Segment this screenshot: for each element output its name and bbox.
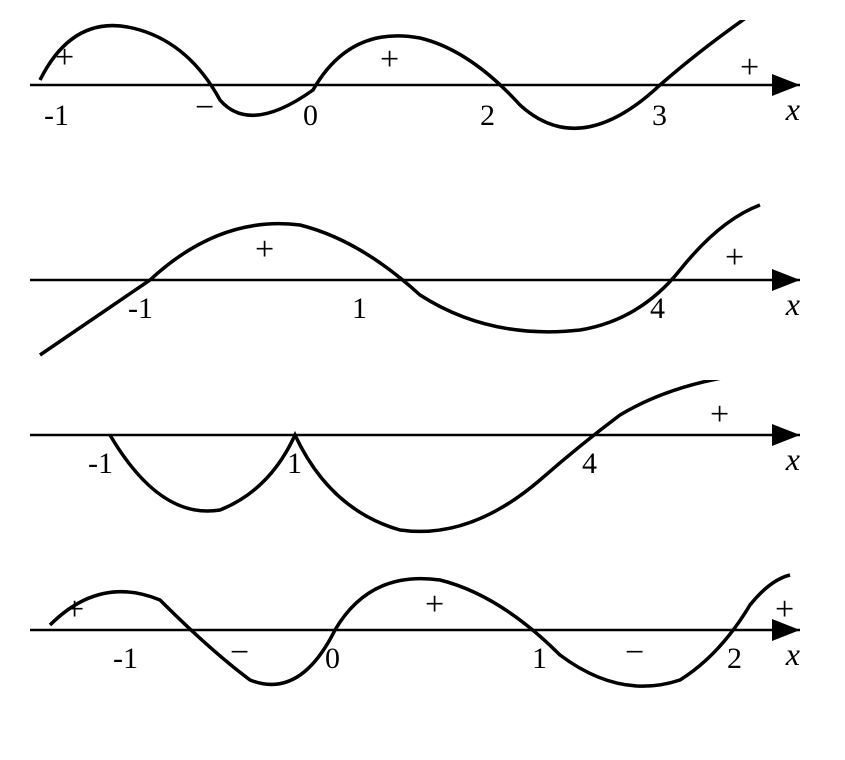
tick-label: 1 — [352, 292, 367, 325]
tick-label: -1 — [44, 99, 69, 132]
sign-label: + — [725, 239, 744, 276]
sign-label: − — [625, 634, 644, 671]
sign-label: + — [380, 41, 399, 78]
plot-svg: -1 0 1 2 + − + − + x — [20, 560, 825, 725]
plot-svg: -1 1 4 + + x — [20, 200, 825, 365]
sign-label: + — [740, 49, 759, 86]
tick-label: 2 — [727, 642, 742, 675]
x-axis-label: x — [785, 286, 800, 322]
x-axis-label: x — [785, 441, 800, 477]
plot-svg: -1 0 2 3 + − + + x — [20, 20, 825, 185]
number-line-plot: -1 1 4 + + x — [20, 200, 825, 365]
tick-label: -1 — [113, 642, 138, 675]
tick-label: 4 — [582, 447, 597, 480]
diagram-container: -1 0 2 3 + − + + x -1 1 4 + + x -1 1 4 + x -1 0 1 2 + − + − + x — [20, 20, 825, 725]
sign-label: + — [425, 586, 444, 623]
tick-label: 2 — [480, 99, 495, 132]
sign-label: − — [195, 89, 214, 126]
tick-label: 3 — [652, 99, 667, 132]
tick-label: 0 — [325, 642, 340, 675]
x-axis-label: x — [785, 636, 800, 672]
tick-label: 1 — [287, 447, 302, 480]
sign-curve — [110, 380, 740, 531]
number-line-plot: -1 1 4 + x — [20, 380, 825, 545]
tick-label: 4 — [650, 292, 665, 325]
plot-svg: -1 1 4 + x — [20, 380, 825, 545]
number-line-plot: -1 0 2 3 + − + + x — [20, 20, 825, 185]
number-line-plot: -1 0 1 2 + − + − + x — [20, 560, 825, 725]
tick-label: 1 — [532, 642, 547, 675]
sign-label: − — [230, 634, 249, 671]
sign-label: + — [775, 591, 794, 628]
tick-label: 0 — [303, 99, 318, 132]
sign-label: + — [65, 591, 84, 628]
sign-label: + — [55, 39, 74, 76]
x-axis-label: x — [785, 91, 800, 127]
tick-label: -1 — [88, 447, 113, 480]
tick-label: -1 — [128, 292, 153, 325]
sign-label: + — [255, 231, 274, 268]
sign-label: + — [710, 396, 729, 433]
